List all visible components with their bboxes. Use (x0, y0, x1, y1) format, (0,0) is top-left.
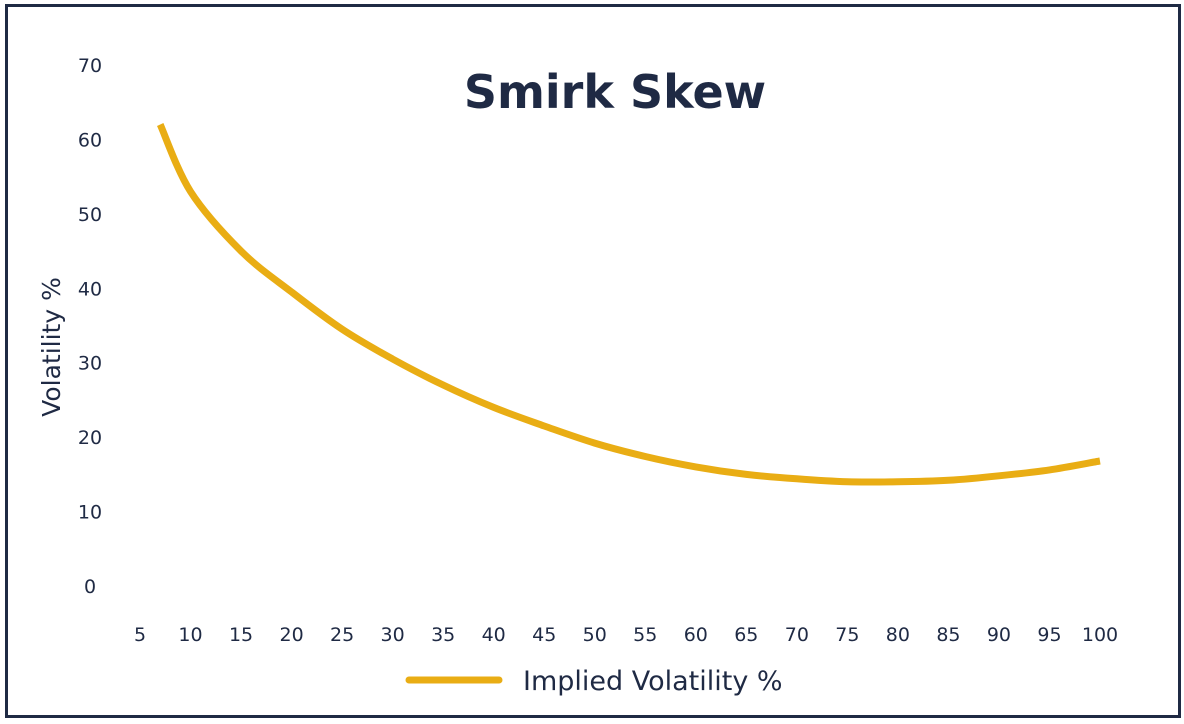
legend: Implied Volatility % (405, 666, 783, 697)
x-tick-label: 60 (684, 624, 708, 646)
y-axis-title: Volatility % (37, 277, 66, 417)
x-tick-label: 20 (279, 624, 303, 646)
x-tick-label: 65 (734, 624, 758, 646)
data-point (440, 382, 446, 388)
y-tick-label: 50 (78, 204, 102, 226)
data-point (541, 423, 547, 429)
y-tick-label: 0 (84, 576, 96, 598)
x-tick-label: 15 (229, 624, 253, 646)
line-chart: Smirk Skew Volatility % 010203040506070 … (37, 55, 1118, 697)
x-tick-label: 35 (431, 624, 455, 646)
data-point (390, 356, 396, 362)
x-tick-label: 25 (330, 624, 354, 646)
x-tick-label: 40 (482, 624, 506, 646)
y-tick-label: 20 (78, 427, 102, 449)
series-line-implied-volatility (156, 123, 1101, 486)
y-tick-labels: 0 10 20 30 40 50 60 70 (78, 55, 102, 598)
x-tick-label: 30 (381, 624, 405, 646)
data-point (289, 289, 295, 295)
data-point (592, 440, 598, 446)
y-tick-label: 60 (78, 129, 102, 151)
chart-frame: Smirk Skew Volatility % 0 10 20 30 40 50 60 70 … (5, 4, 1181, 718)
data-point (188, 189, 194, 195)
x-tick-label: 80 (886, 624, 910, 646)
data-point (642, 454, 648, 460)
x-tick-label: 95 (1037, 624, 1061, 646)
x-tick-label: 55 (633, 624, 657, 646)
x-tick-label: 5 (134, 624, 146, 646)
data-point (238, 248, 244, 254)
x-tick-label: 45 (532, 624, 556, 646)
data-point (895, 479, 901, 485)
data-point (491, 404, 497, 410)
x-tick-label: 10 (178, 624, 202, 646)
y-tick-label: 30 (78, 353, 102, 375)
x-tick-label: 50 (583, 624, 607, 646)
x-tick-label: 70 (785, 624, 809, 646)
legend-label-implied-volatility: Implied Volatility % (523, 666, 783, 697)
x-tick-label: 90 (987, 624, 1011, 646)
y-tick-label: 10 (78, 502, 102, 524)
y-tick-label: 70 (78, 55, 102, 77)
data-point (1047, 467, 1053, 473)
x-tick-label: 100 (1082, 624, 1118, 646)
chart-title: Smirk Skew (464, 65, 766, 119)
data-point (339, 326, 345, 332)
data-point (157, 122, 163, 128)
data-point (844, 479, 850, 485)
data-point (945, 477, 951, 483)
x-tick-labels: 5 10 15 20 25 30 35 40 45 50 55 60 65 70 75 80 85 90 95 100 (134, 624, 1118, 646)
y-tick-label: 40 (78, 278, 102, 300)
x-tick-label: 85 (936, 624, 960, 646)
data-point (1097, 458, 1103, 464)
data-point (996, 473, 1002, 479)
data-point (693, 464, 699, 470)
x-tick-label: 75 (835, 624, 859, 646)
series-layer (156, 122, 1103, 486)
data-point (743, 471, 749, 477)
data-point (794, 476, 800, 482)
